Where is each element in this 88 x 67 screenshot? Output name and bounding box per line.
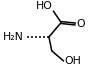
Text: HO: HO — [36, 1, 53, 11]
Text: OH: OH — [64, 56, 81, 66]
Text: H₂N: H₂N — [3, 32, 24, 42]
Text: O: O — [76, 19, 85, 29]
